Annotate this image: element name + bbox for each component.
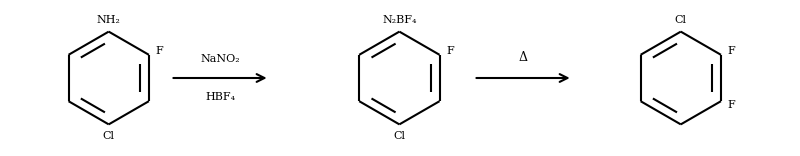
Text: N₂BF₄: N₂BF₄: [382, 15, 417, 25]
Text: Δ: Δ: [518, 51, 527, 64]
Text: HBF₄: HBF₄: [205, 92, 235, 102]
Text: F: F: [728, 46, 735, 56]
Text: Cl: Cl: [102, 131, 114, 141]
Text: F: F: [155, 46, 163, 56]
Text: F: F: [728, 100, 735, 110]
Text: F: F: [446, 46, 454, 56]
Text: Cl: Cl: [394, 131, 406, 141]
Text: NH₂: NH₂: [97, 15, 121, 25]
Text: NaNO₂: NaNO₂: [200, 54, 240, 64]
Text: Cl: Cl: [674, 15, 686, 25]
